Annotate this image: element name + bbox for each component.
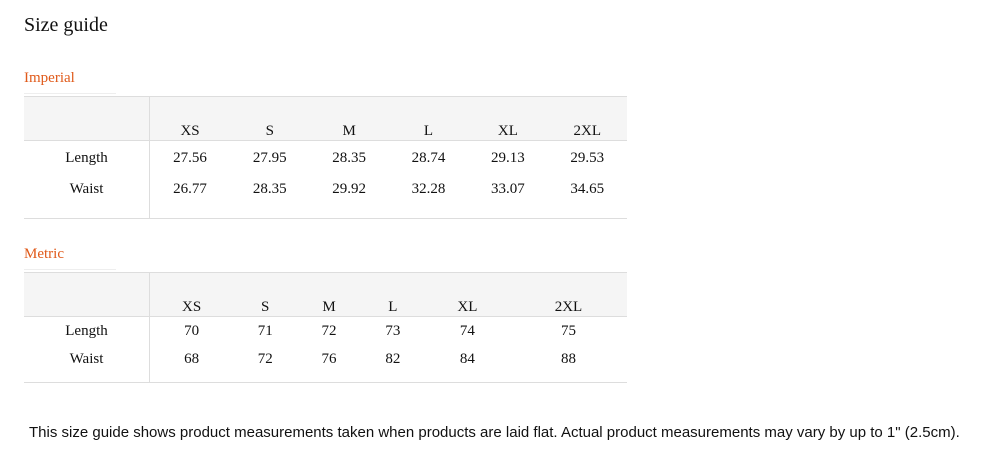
corner [24, 96, 150, 141]
cell: 29.53 [570, 150, 605, 167]
cell: 84 [424, 346, 510, 383]
size-header: S [233, 272, 298, 317]
size-header: L [388, 96, 469, 141]
cell: 29.92 [309, 176, 389, 219]
cell: 29.13 [491, 150, 525, 167]
cell: 72 [233, 346, 298, 383]
size-header: XL [468, 96, 548, 141]
cell: 27.95 [252, 150, 287, 167]
section: Imperial XS S M L XL 2XL Length 27.56 27.95 28.35 2… [24, 70, 627, 219]
size-header: 2XL [509, 272, 627, 317]
cell: 33.07 [468, 176, 548, 219]
cell: 26.77 [149, 176, 231, 219]
size-header: XL [424, 272, 510, 317]
section-label: Imperial [24, 70, 116, 94]
cell: 70 [184, 323, 200, 340]
row-name: Waist [24, 176, 150, 219]
size-header: 2XL [547, 96, 627, 141]
data-row: Waist 26.77 28.35 29.92 32.28 33.07 34.65 [24, 176, 627, 219]
cell: 82 [360, 346, 425, 383]
row-name: Waist [24, 346, 150, 383]
cell: 32.28 [388, 176, 469, 219]
note: This size guide shows product measuremen… [29, 424, 960, 441]
row-name: Length [24, 140, 150, 177]
row-name: Length [24, 316, 150, 347]
cell: 74 [459, 323, 475, 340]
size-header: M [297, 272, 361, 317]
data-row: Waist 68 72 76 82 84 88 [24, 346, 627, 383]
data-row: Length 70 71 72 73 74 75 [24, 316, 627, 347]
cell: 27.56 [173, 150, 207, 167]
size-header: XS [149, 272, 234, 317]
size-table: XS S M L XL 2XL Length 27.56 27.95 28.35 28.74 29.1… [24, 96, 627, 219]
cell: 72 [321, 323, 337, 340]
size-header: M [309, 96, 389, 141]
cell: 75 [560, 323, 576, 340]
cell: 28.35 [332, 150, 366, 167]
cell: 88 [509, 346, 627, 383]
size-header: XS [149, 96, 231, 141]
title: Size guide [24, 14, 108, 36]
header-row: XS S M L XL 2XL [24, 96, 627, 141]
size-header: L [360, 272, 425, 317]
cell: 76 [297, 346, 361, 383]
cell: 68 [149, 346, 234, 383]
cell: 71 [257, 323, 273, 340]
cell: 28.35 [230, 176, 310, 219]
cell: 73 [385, 323, 401, 340]
size-header: S [230, 96, 310, 141]
section: Metric XS S M L XL 2XL Length 70 71 72 73 74 75 Waist 6… [24, 246, 627, 383]
data-row: Length 27.56 27.95 28.35 28.74 29.13 29.53 [24, 140, 627, 177]
cell: 34.65 [547, 176, 627, 219]
cell: 28.74 [411, 150, 446, 167]
corner [24, 272, 150, 317]
section-label: Metric [24, 246, 116, 270]
header-row: XS S M L XL 2XL [24, 272, 627, 317]
size-table: XS S M L XL 2XL Length 70 71 72 73 74 75 Waist 68 72 76 8… [24, 272, 627, 383]
